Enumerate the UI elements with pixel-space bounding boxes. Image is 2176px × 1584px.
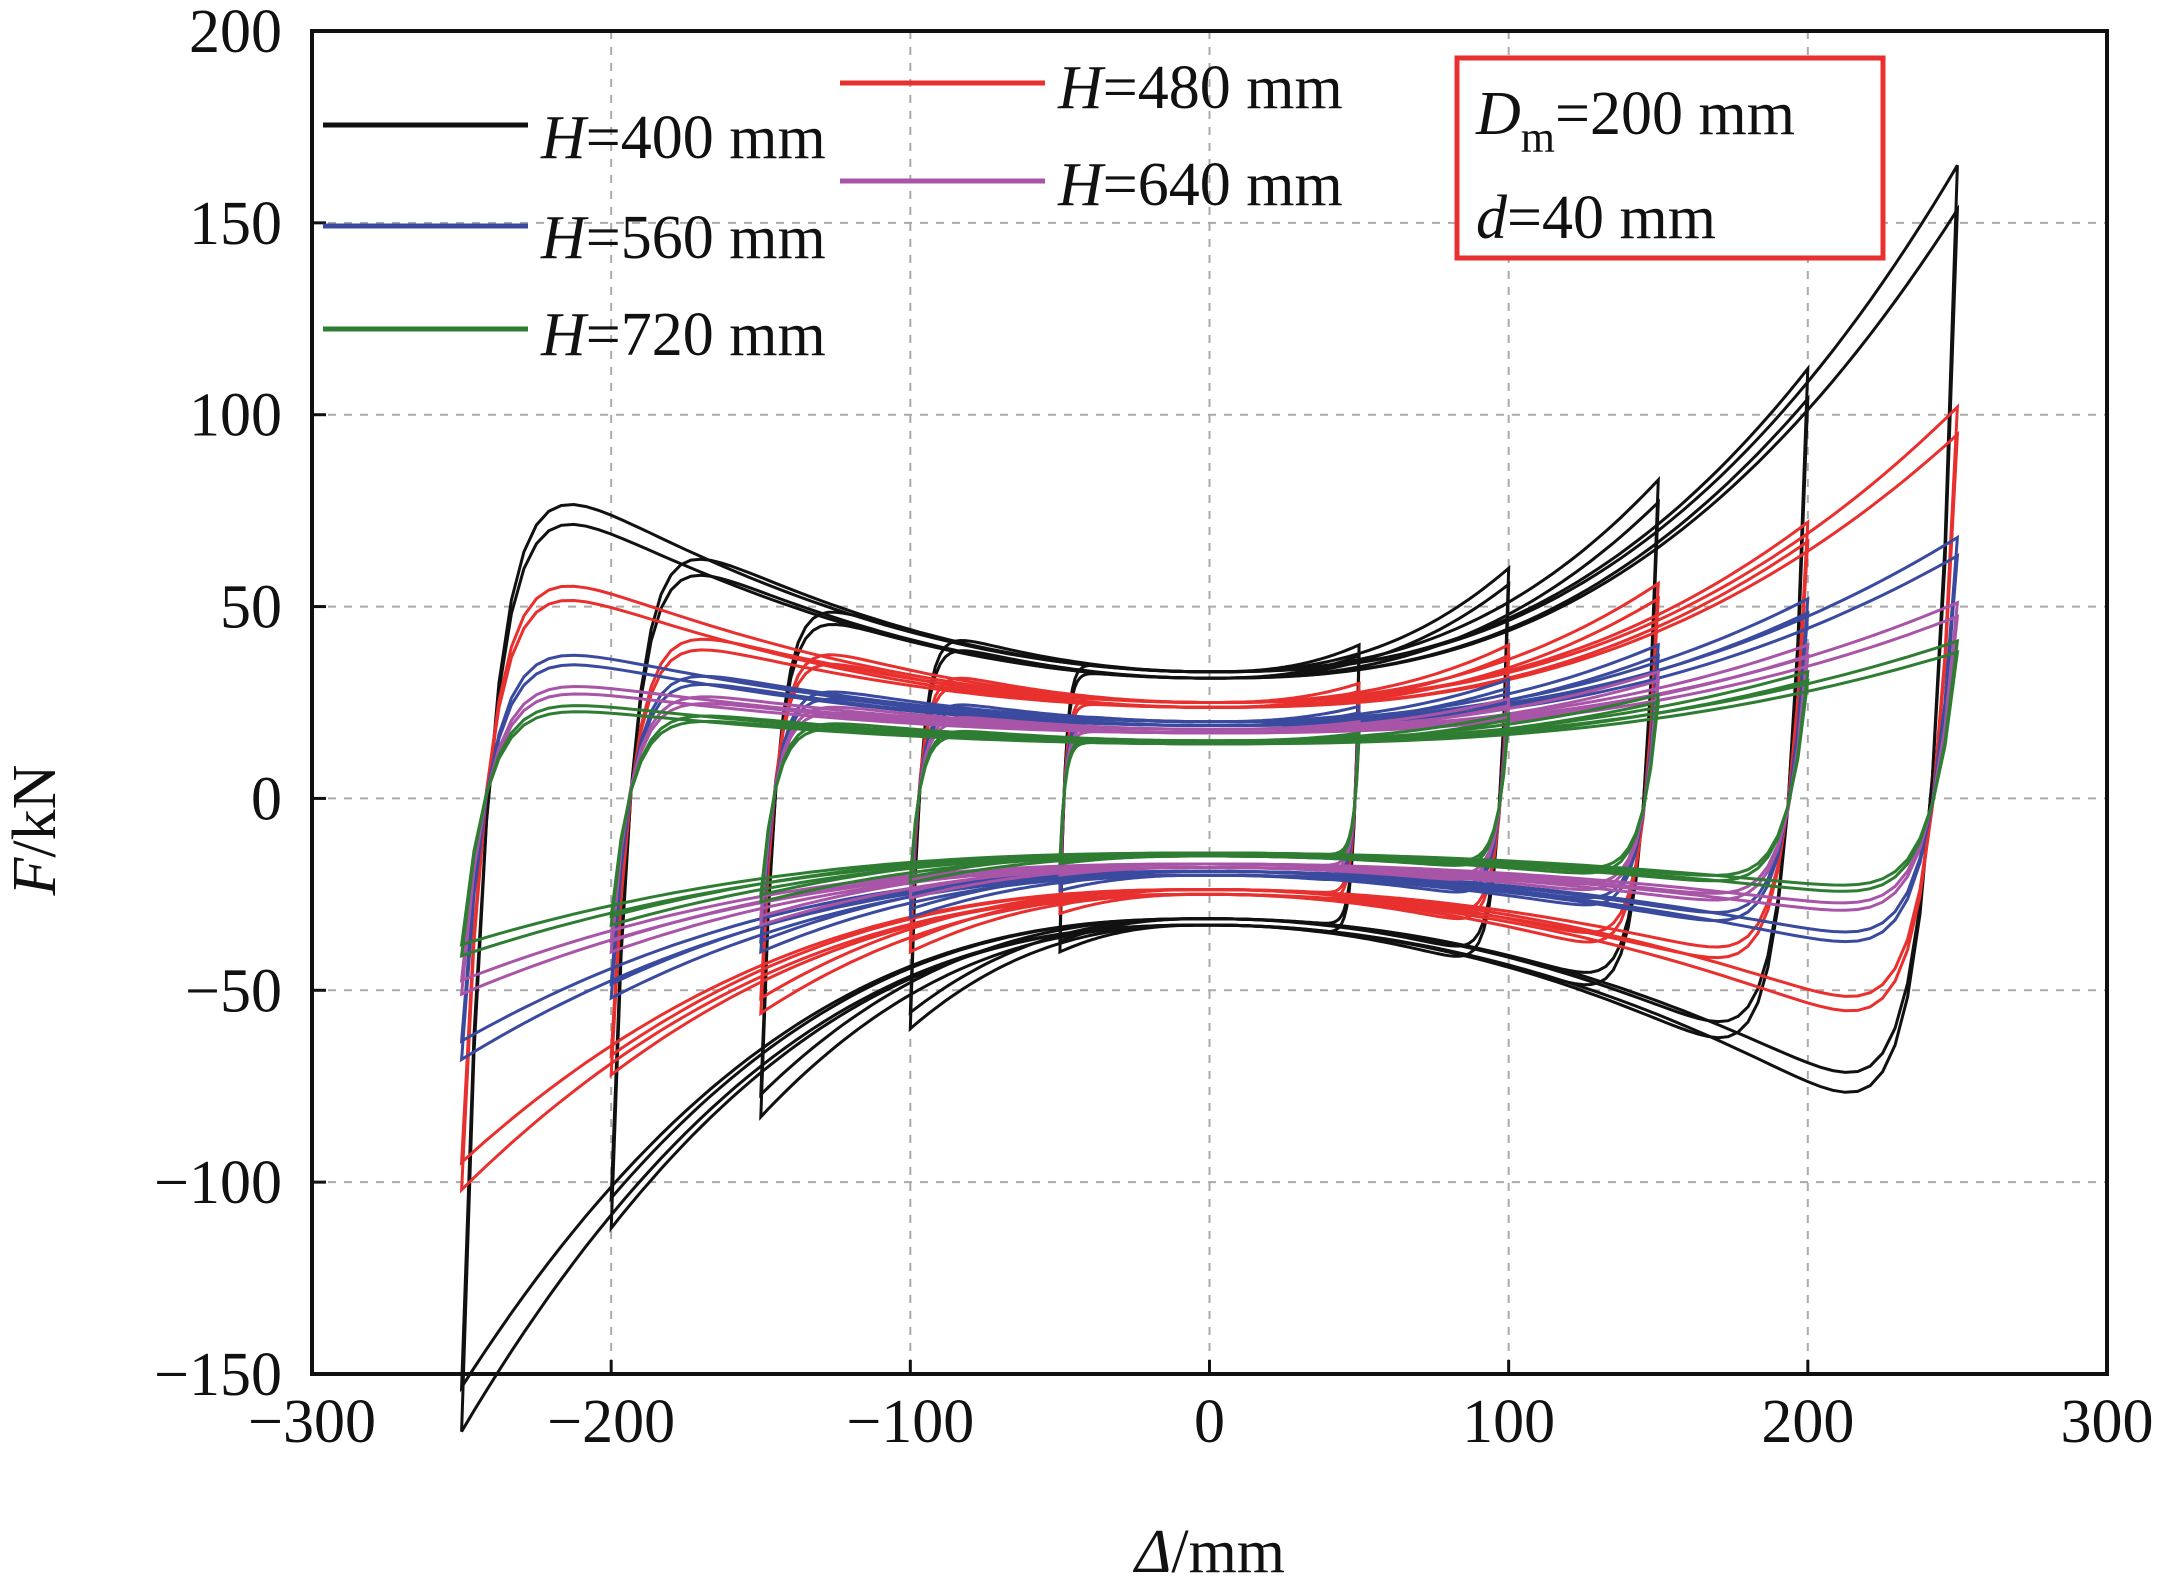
series-400mm [459, 164, 1960, 1433]
legend-label: H=560 mm [540, 204, 826, 272]
hysteresis-loop [459, 600, 1960, 997]
axis-ticks: −300 −200 −100 0 100 200 300 −150 −100 −50 0 50 100 1… [154, 0, 2153, 1456]
series-560mm [459, 534, 1960, 1063]
y-axis-title: F/kN [1, 765, 69, 897]
legend-item: H=640 mm [840, 151, 1343, 219]
hysteresis-curves [459, 164, 1960, 1433]
legend-item: H=720 mm [323, 301, 826, 369]
parameter-annotation: Dm=200 mm d=40 mm [1454, 55, 1886, 261]
x-tick-label: 300 [2061, 1388, 2154, 1456]
x-tick-label: 100 [1462, 1388, 1555, 1456]
y-axis-var: F [1, 856, 69, 896]
legend-value: =480 mm [1103, 54, 1343, 122]
x-tick-label: −100 [846, 1388, 974, 1456]
svg-text:Dm=200 mm: Dm=200 mm [1475, 80, 1795, 162]
x-axis-var: Δ [1132, 1518, 1171, 1584]
x-tick-label: −200 [547, 1388, 675, 1456]
y-tick-label: 50 [220, 574, 282, 642]
hysteresis-loop [459, 430, 1960, 1166]
legend-label: H=640 mm [1057, 151, 1343, 219]
svg-text:d=40 mm: d=40 mm [1476, 184, 1716, 252]
annotation-dm-sub: m [1521, 113, 1555, 162]
x-tick-label: 200 [1761, 1388, 1854, 1456]
legend-var: H [540, 104, 589, 172]
annotation-d-value: =40 mm [1507, 184, 1716, 252]
legend-var: H [1057, 151, 1106, 219]
legend-var: H [540, 204, 589, 272]
x-axis-unit: /mm [1171, 1518, 1285, 1584]
y-axis-unit: /kN [1, 765, 69, 858]
legend-item: H=560 mm [323, 204, 826, 272]
hysteresis-loop [459, 649, 1960, 947]
legend-item: H=400 mm [323, 104, 826, 172]
legend-value: =640 mm [1103, 151, 1343, 219]
x-axis-title: Δ/mm [1132, 1518, 1285, 1584]
legend-value: =560 mm [586, 204, 826, 272]
annotation-d-var: d [1476, 184, 1508, 252]
y-tick-label: 0 [251, 765, 282, 833]
legend-label: H=720 mm [540, 301, 826, 369]
hysteresis-loop [459, 204, 1960, 1393]
y-tick-label: 200 [189, 0, 282, 66]
annotation-box [1454, 55, 1886, 261]
annotation-dm-var: D [1475, 80, 1521, 148]
legend-label: H=400 mm [540, 104, 826, 172]
y-tick-label: 150 [189, 190, 282, 258]
x-tick-label: −300 [248, 1388, 376, 1456]
series-640mm [459, 600, 1960, 997]
y-tick-label: −100 [154, 1149, 282, 1217]
y-tick-label: −50 [185, 957, 282, 1025]
legend-value: =400 mm [586, 104, 826, 172]
y-tick-label: −150 [154, 1341, 282, 1409]
legend-label: H=480 mm [1057, 54, 1343, 122]
y-tick-label: 100 [189, 382, 282, 450]
hysteresis-loop [459, 403, 1960, 1194]
legend-var: H [540, 301, 589, 369]
hysteresis-loop [459, 638, 1960, 958]
legend-item: H=480 mm [840, 54, 1343, 122]
hysteresis-loop [460, 164, 1959, 1433]
x-tick-label: 0 [1194, 1388, 1225, 1456]
annotation-dm-value: =200 mm [1555, 80, 1795, 148]
legend-value: =720 mm [586, 301, 826, 369]
series-720mm [459, 638, 1960, 958]
legend: H=400 mmH=480 mmH=560 mmH=640 mmH=720 mm [323, 54, 1343, 369]
series-480mm [459, 403, 1960, 1194]
legend-var: H [1057, 54, 1106, 122]
